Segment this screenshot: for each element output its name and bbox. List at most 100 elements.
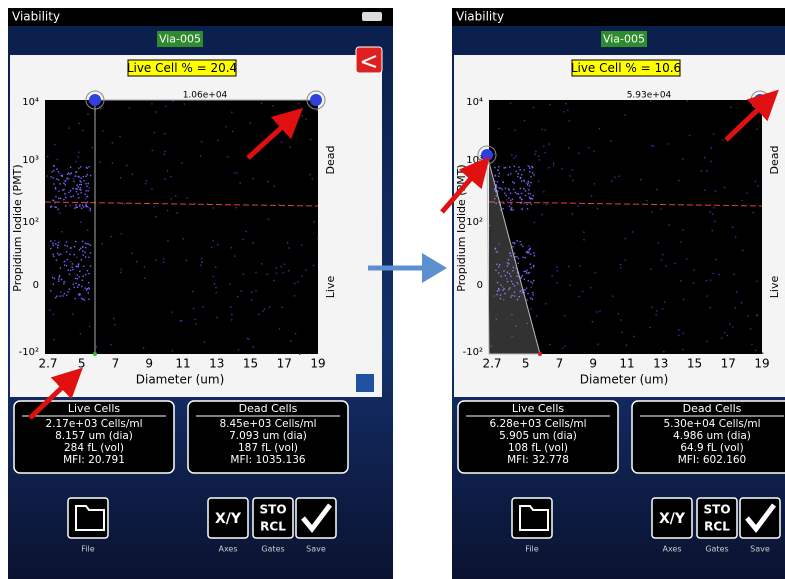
event-dot xyxy=(56,252,59,255)
event-dot xyxy=(75,206,77,208)
event-dot xyxy=(82,265,85,267)
histogram-button[interactable] xyxy=(356,374,374,392)
stats-line: MFI: 602.160 xyxy=(678,454,747,466)
toolbar-button[interactable] xyxy=(651,497,693,539)
event-dot xyxy=(114,323,116,326)
event-dot xyxy=(50,206,52,208)
event-dot xyxy=(136,261,138,263)
event-dot xyxy=(231,130,234,133)
event-dot xyxy=(54,188,57,190)
event-dot xyxy=(53,165,55,167)
event-dot xyxy=(525,251,528,254)
event-dot xyxy=(87,190,89,192)
event-dot xyxy=(714,220,716,223)
event-dot xyxy=(76,286,79,288)
event-dot xyxy=(80,183,82,186)
event-dot xyxy=(311,178,313,180)
event-dot xyxy=(624,259,627,261)
event-dot xyxy=(128,107,131,109)
x-tick-label: 7 xyxy=(112,357,120,371)
event-dot xyxy=(524,289,526,291)
y-axis-label: Propidium Iodide (PMT) xyxy=(11,164,24,291)
event-dot xyxy=(533,221,536,224)
event-dot xyxy=(516,281,519,284)
event-dot xyxy=(651,211,653,213)
event-dot xyxy=(85,166,88,169)
event-dot xyxy=(182,238,185,240)
event-dot xyxy=(523,291,526,294)
event-dot xyxy=(504,187,507,190)
event-dot xyxy=(86,185,88,188)
event-dot xyxy=(704,189,706,191)
event-dot xyxy=(310,138,312,141)
gate-count: 1.06e+04 xyxy=(183,91,228,101)
event-dot xyxy=(76,184,78,186)
event-dot xyxy=(508,272,511,275)
event-dot xyxy=(507,258,510,261)
event-dot xyxy=(754,180,757,183)
x-axis-label: Diameter (um) xyxy=(136,373,225,387)
event-dot xyxy=(527,192,530,195)
toolbar-button[interactable] xyxy=(511,497,553,539)
gate-handle[interactable] xyxy=(89,94,101,106)
event-dot xyxy=(50,247,52,250)
live-cell-badge xyxy=(571,59,681,77)
event-dot xyxy=(512,246,514,248)
event-dot xyxy=(58,190,60,192)
stats-line: 8.157 um (dia) xyxy=(55,430,133,442)
event-dot xyxy=(63,280,65,283)
event-dot xyxy=(305,118,307,120)
event-dot xyxy=(85,197,87,200)
event-dot xyxy=(260,102,263,104)
event-dot xyxy=(70,196,72,198)
event-dot xyxy=(515,267,517,270)
event-dot xyxy=(512,266,515,269)
event-dot xyxy=(255,271,257,274)
event-dot xyxy=(79,188,81,191)
event-dot xyxy=(153,131,156,134)
event-dot xyxy=(277,203,280,206)
event-dot xyxy=(50,176,52,178)
event-dot xyxy=(145,180,148,182)
toolbar-button[interactable] xyxy=(207,497,249,539)
gate-handle[interactable] xyxy=(310,94,322,106)
event-dot xyxy=(98,105,100,108)
event-dot xyxy=(80,181,82,183)
event-dot xyxy=(215,266,217,268)
toolbar-button[interactable] xyxy=(739,497,781,539)
toolbar-button[interactable] xyxy=(67,497,109,539)
event-dot xyxy=(518,166,520,168)
event-dot xyxy=(510,203,512,205)
event-dot xyxy=(301,244,303,246)
event-dot xyxy=(533,174,535,176)
event-dot xyxy=(509,102,512,104)
event-dot xyxy=(680,241,682,243)
event-dot xyxy=(68,177,70,180)
event-dot xyxy=(723,186,726,189)
event-dot xyxy=(69,166,72,168)
toolbar-button[interactable] xyxy=(696,497,738,539)
event-dot xyxy=(510,296,512,298)
event-dot xyxy=(709,279,712,281)
event-dot xyxy=(167,240,169,242)
event-dot xyxy=(79,294,81,296)
event-dot xyxy=(693,269,695,271)
event-dot xyxy=(215,287,217,289)
event-dot xyxy=(533,279,535,282)
toolbar-button[interactable] xyxy=(295,497,337,539)
event-dot xyxy=(294,282,296,285)
event-dot xyxy=(529,167,531,169)
stats-line: 187 fL (vol) xyxy=(238,442,298,454)
event-dot xyxy=(530,203,532,205)
event-dot xyxy=(685,258,688,260)
event-dot xyxy=(85,205,87,207)
event-dot xyxy=(526,299,528,301)
event-dot xyxy=(530,175,532,178)
event-dot xyxy=(155,111,157,113)
event-dot xyxy=(267,180,269,183)
event-dot xyxy=(621,331,623,334)
event-dot xyxy=(60,175,63,177)
toolbar-button[interactable] xyxy=(252,497,294,539)
event-dot xyxy=(712,133,715,135)
event-dot xyxy=(526,269,528,272)
